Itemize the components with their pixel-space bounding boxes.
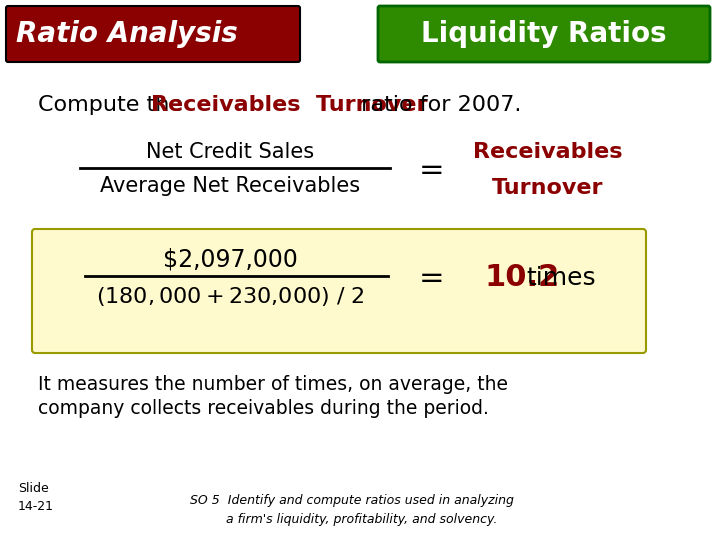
FancyBboxPatch shape: [378, 6, 710, 62]
FancyBboxPatch shape: [6, 6, 300, 62]
Text: $2,097,000: $2,097,000: [163, 248, 297, 272]
Text: Turnover: Turnover: [492, 178, 604, 198]
Text: =: =: [419, 264, 445, 293]
Text: Slide
14-21: Slide 14-21: [18, 483, 54, 514]
Text: ratio for 2007.: ratio for 2007.: [354, 95, 521, 115]
Text: Receivables: Receivables: [473, 142, 623, 162]
Text: Average Net Receivables: Average Net Receivables: [100, 176, 360, 196]
Text: Receivables  Turnover: Receivables Turnover: [151, 95, 428, 115]
Text: ($180,000 + $230,000) / 2: ($180,000 + $230,000) / 2: [96, 285, 364, 307]
Text: Liquidity Ratios: Liquidity Ratios: [421, 20, 667, 48]
Text: =: =: [419, 156, 445, 185]
Text: times: times: [526, 266, 595, 290]
Text: company collects receivables during the period.: company collects receivables during the …: [38, 399, 489, 417]
Text: Compute the: Compute the: [38, 95, 190, 115]
Text: 10.2: 10.2: [484, 264, 559, 293]
Text: Ratio Analysis: Ratio Analysis: [16, 20, 238, 48]
Text: It measures the number of times, on average, the: It measures the number of times, on aver…: [38, 375, 508, 395]
Text: Net Credit Sales: Net Credit Sales: [146, 142, 314, 162]
FancyBboxPatch shape: [32, 229, 646, 353]
Text: SO 5  Identify and compute ratios used in analyzing
         a firm's liquidity,: SO 5 Identify and compute ratios used in…: [190, 494, 514, 526]
